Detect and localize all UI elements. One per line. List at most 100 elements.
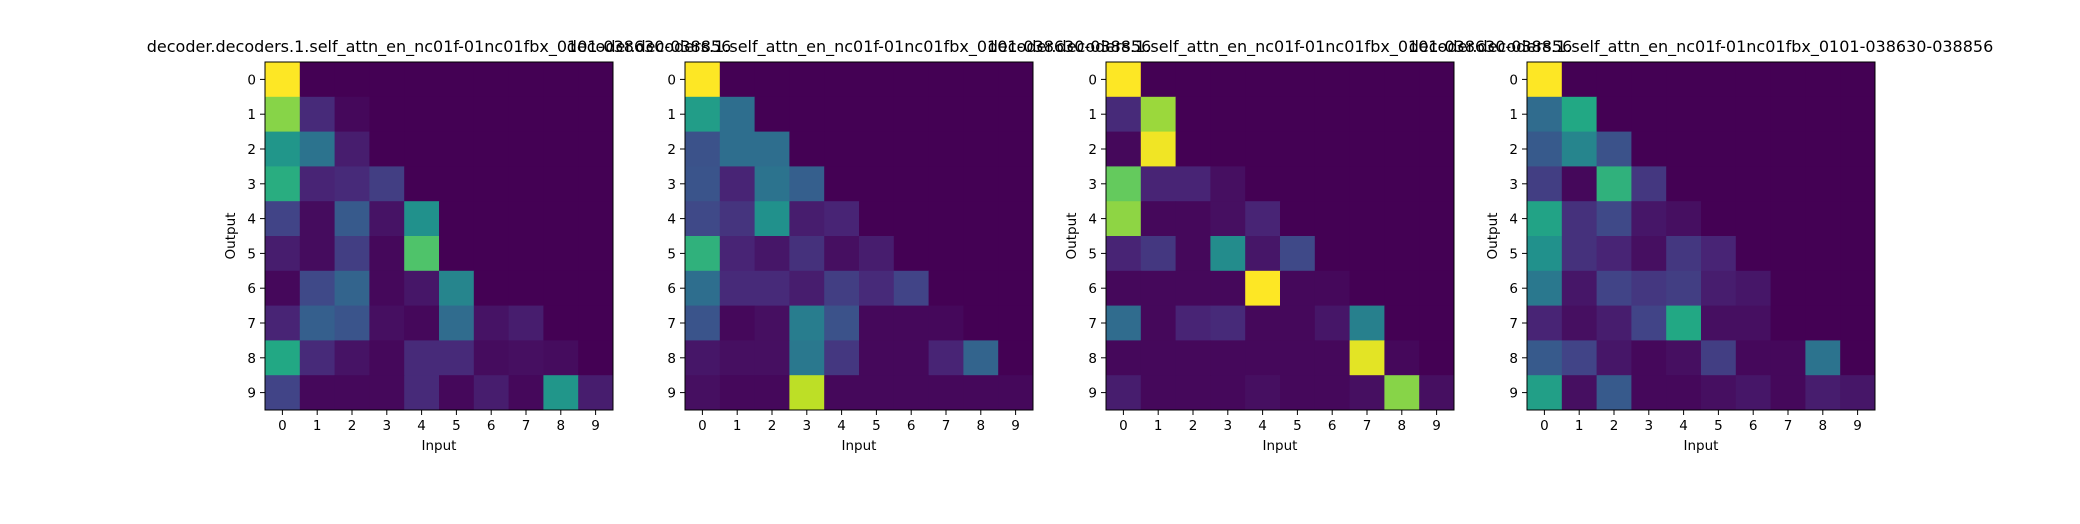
- heatmap-cell-2-r1-c0: [685, 96, 721, 133]
- heatmap-cell-1-r3-c9: [578, 166, 614, 202]
- heatmap-cell-2-r1-c5: [859, 96, 895, 133]
- x-tick-label-1-0: 0: [278, 418, 287, 434]
- heatmap-cell-2-r3-c9: [998, 166, 1034, 202]
- heatmap-cell-2-r1-c6: [893, 96, 930, 133]
- axes-frame-1: [264, 61, 614, 411]
- x-tick-label-1-2: 2: [348, 418, 357, 434]
- heatmap-cell-2-r4-c6: [893, 201, 930, 237]
- x-tick-label-4-3: 3: [1645, 418, 1654, 434]
- heatmap-cell-4-r9-c1: [1561, 375, 1598, 411]
- heatmap-panel-4: 0 1 2 3 4 5 6 7 8 9 0 1 2 3 4 5 6 7 8 9 Input Output decoder.d…: [1409, 37, 1994, 454]
- heatmap-cell-2-r5-c9: [998, 236, 1034, 272]
- heatmap-cell-1-r5-c4: [404, 236, 440, 272]
- heatmap-cell-3-r0-c7: [1349, 62, 1385, 98]
- heatmap-cell-2-r4-c9: [998, 201, 1034, 237]
- heatmap-cell-3-r0-c8: [1384, 62, 1420, 98]
- x-tick-label-3-7: 7: [1363, 418, 1372, 434]
- x-tick-label-1-8: 8: [557, 418, 566, 434]
- heatmap-cell-4-r6-c0: [1527, 270, 1563, 307]
- heatmap-cell-2-r9-c6: [893, 375, 930, 411]
- heatmap-cell-2-r7-c5: [859, 305, 895, 341]
- x-tick-label-4-2: 2: [1610, 418, 1619, 434]
- y-tick-label-3-4: 4: [1088, 212, 1097, 228]
- heatmap-cell-1-r9-c9: [578, 375, 614, 411]
- y-axis-label-3: Output: [1064, 213, 1080, 260]
- y-tick-label-4-2: 2: [1509, 142, 1518, 158]
- heatmap-cell-3-r7-c3: [1210, 305, 1246, 341]
- heatmap-cell-3-r3-c6: [1314, 166, 1351, 202]
- heatmap-cell-3-r2-c2: [1175, 131, 1211, 167]
- y-tick-label-2-7: 7: [667, 316, 676, 332]
- y-tick-label-1-0: 0: [247, 72, 256, 88]
- heatmap-cell-2-r5-c2: [754, 236, 790, 272]
- heatmap-cell-3-r7-c6: [1314, 305, 1351, 341]
- heatmap-cell-4-r7-c6: [1735, 305, 1772, 341]
- y-tick-label-4-7: 7: [1509, 316, 1518, 332]
- heatmap-cell-1-r1-c2: [334, 96, 370, 133]
- heatmap-cell-1-r4-c4: [404, 201, 440, 237]
- y-tick-label-1-3: 3: [247, 177, 256, 193]
- heatmap-cell-3-r4-c9: [1419, 201, 1455, 237]
- x-tick-label-2-5: 5: [872, 418, 881, 434]
- heatmap-cell-4-r2-c9: [1840, 131, 1876, 167]
- heatmap-cell-3-r5-c9: [1419, 236, 1455, 272]
- heatmap-cell-2-r0-c1: [719, 62, 756, 98]
- heatmap-cell-1-r0-c3: [369, 62, 405, 98]
- heatmap-cell-4-r1-c4: [1666, 96, 1702, 133]
- heatmap-cell-4-r2-c5: [1701, 131, 1737, 167]
- heatmap-cell-4-r5-c7: [1770, 236, 1806, 272]
- heatmap-cell-4-r1-c6: [1735, 96, 1772, 133]
- heatmap-cell-4-r3-c0: [1527, 166, 1563, 202]
- heatmap-cell-4-r7-c3: [1631, 305, 1667, 341]
- heatmap-cell-1-r0-c6: [473, 62, 510, 98]
- heatmap-cell-1-r4-c0: [265, 201, 301, 237]
- y-axis-label-4: Output: [1485, 213, 1501, 260]
- heatmap-cell-4-r1-c5: [1701, 96, 1737, 133]
- heatmap-cell-1-r7-c1: [299, 305, 336, 341]
- heatmap-cell-3-r5-c2: [1175, 236, 1211, 272]
- heatmap-cell-3-r1-c9: [1419, 96, 1455, 133]
- heatmap-cell-2-r8-c7: [928, 340, 964, 376]
- heatmap-cell-1-r8-c1: [299, 340, 336, 376]
- heatmap-cell-3-r7-c4: [1245, 305, 1281, 341]
- heatmap-cell-2-r7-c3: [789, 305, 825, 341]
- heatmap-cell-3-r8-c7: [1349, 340, 1385, 376]
- heatmap-cell-2-r1-c7: [928, 96, 964, 133]
- x-tick-label-4-6: 6: [1749, 418, 1758, 434]
- heatmap-cell-3-r2-c5: [1280, 131, 1316, 167]
- x-axis-label-1: Input: [422, 438, 457, 454]
- y-tick-label-2-4: 4: [667, 212, 676, 228]
- heatmap-cell-3-r8-c2: [1175, 340, 1211, 376]
- heatmap-cell-3-r9-c8: [1384, 375, 1420, 411]
- heatmap-cell-1-r8-c8: [543, 340, 579, 376]
- heatmap-cell-3-r3-c8: [1384, 166, 1420, 202]
- heatmap-cell-4-r9-c7: [1770, 375, 1806, 411]
- heatmap-cell-4-r7-c7: [1770, 305, 1806, 341]
- heatmap-cell-1-r3-c2: [334, 166, 370, 202]
- heatmap-cell-3-r0-c5: [1280, 62, 1316, 98]
- x-axis-label-3: Input: [1263, 438, 1298, 454]
- heatmap-cell-3-r5-c1: [1140, 236, 1177, 272]
- heatmap-cell-1-r8-c9: [578, 340, 614, 376]
- heatmap-cell-4-r4-c6: [1735, 201, 1772, 237]
- heatmap-cell-2-r4-c5: [859, 201, 895, 237]
- y-tick-label-1-2: 2: [247, 142, 256, 158]
- heatmap-cell-3-r3-c5: [1280, 166, 1316, 202]
- heatmap-cell-1-r3-c5: [439, 166, 475, 202]
- heatmap-cell-4-r7-c1: [1561, 305, 1598, 341]
- heatmap-cell-4-r9-c9: [1840, 375, 1876, 411]
- heatmap-cell-4-r8-c5: [1701, 340, 1737, 376]
- heatmap-cell-4-r7-c9: [1840, 305, 1876, 341]
- heatmap-cell-2-r3-c0: [685, 166, 721, 202]
- heatmap-cell-3-r3-c4: [1245, 166, 1281, 202]
- heatmap-cell-4-r3-c8: [1805, 166, 1841, 202]
- heatmap-cell-1-r9-c2: [334, 375, 370, 411]
- heatmap-cell-4-r5-c2: [1596, 236, 1632, 272]
- y-tick-label-1-7: 7: [247, 316, 256, 332]
- heatmap-cell-3-r4-c2: [1175, 201, 1211, 237]
- heatmap-cell-1-r8-c0: [265, 340, 301, 376]
- heatmap-cell-3-r9-c5: [1280, 375, 1316, 411]
- heatmap-cell-2-r3-c3: [789, 166, 825, 202]
- heatmap-cell-4-r3-c3: [1631, 166, 1667, 202]
